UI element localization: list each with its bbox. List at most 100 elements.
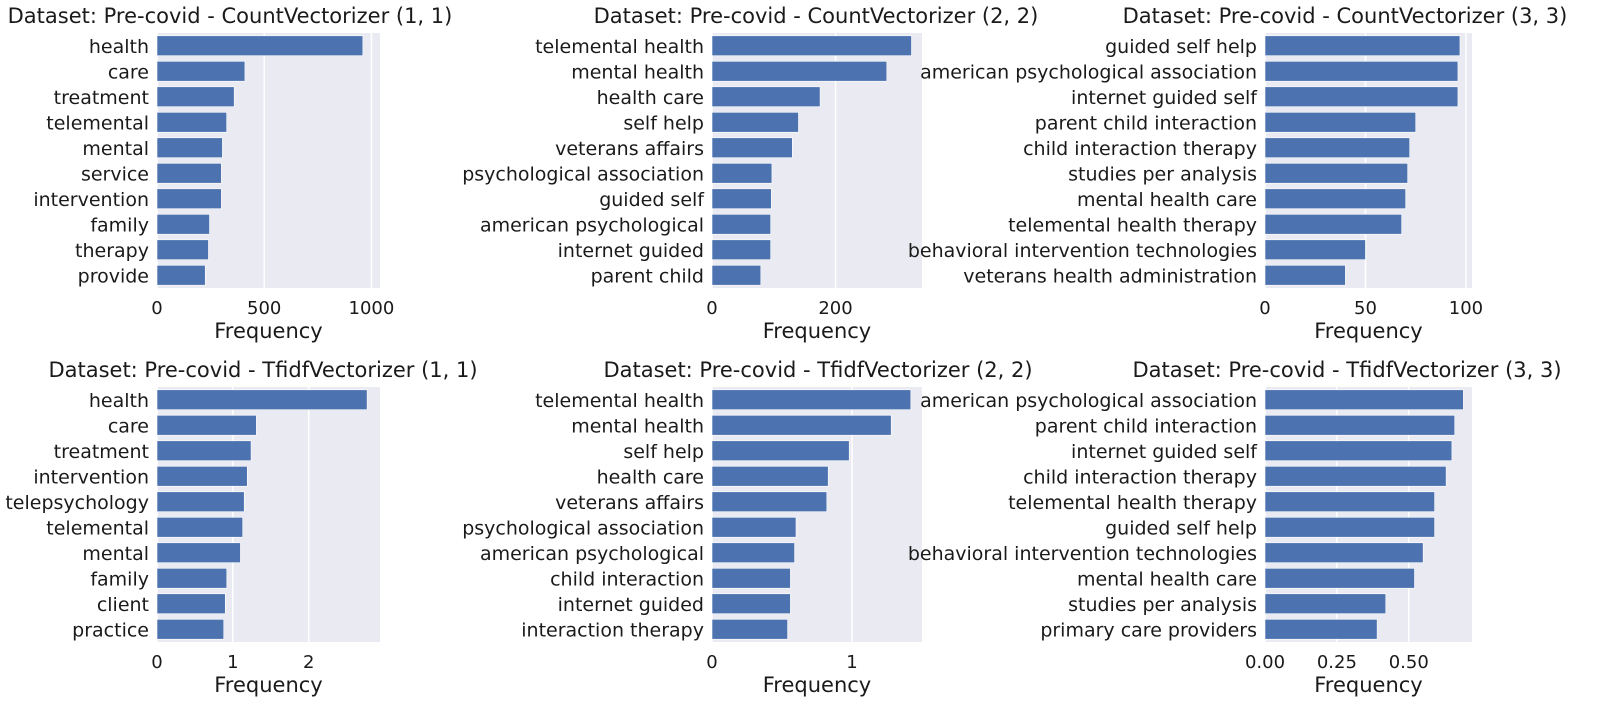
category-label: guided self help (1105, 36, 1257, 58)
chart-panel-4: Dataset: Pre-covid - TfidfVectorizer (1,… (5, 358, 477, 697)
chart-title: Dataset: Pre-covid - TfidfVectorizer (1,… (48, 358, 477, 382)
category-label: american psychological (480, 214, 704, 236)
bar (156, 265, 206, 286)
category-label: internet guided (558, 240, 704, 262)
bar (711, 517, 797, 538)
bar (156, 86, 235, 107)
bar (1264, 35, 1461, 56)
bar (156, 568, 228, 589)
bar (1264, 415, 1456, 436)
bar (156, 491, 245, 512)
category-label: self help (623, 441, 704, 463)
category-label: psychological association (462, 517, 704, 539)
bar (156, 214, 210, 235)
category-label: parent child interaction (1035, 415, 1257, 437)
category-label: intervention (33, 189, 149, 211)
chart-panel-6: Dataset: Pre-covid - TfidfVectorizer (3,… (908, 358, 1562, 697)
category-label: therapy (75, 240, 149, 262)
bar (156, 440, 252, 461)
category-label: guided self (599, 189, 705, 211)
bar (156, 112, 227, 133)
category-label: psychological association (462, 163, 704, 185)
bar (1264, 188, 1406, 209)
x-tick-label: 500 (247, 298, 281, 319)
bar (156, 35, 364, 56)
bar (156, 542, 241, 563)
x-tick-label: 0.25 (1317, 652, 1357, 673)
x-tick-label: 0.00 (1245, 652, 1285, 673)
bar (1264, 593, 1387, 614)
x-tick-label: 1000 (349, 298, 395, 319)
bar (156, 517, 244, 538)
category-label: veterans affairs (555, 138, 704, 160)
category-label: health care (597, 466, 704, 488)
category-label: telemental health (535, 390, 704, 412)
bar (711, 214, 771, 235)
category-label: mental (82, 138, 149, 160)
bar (156, 593, 226, 614)
bar (1264, 619, 1378, 640)
bar (156, 188, 222, 209)
category-label: health (89, 390, 149, 412)
bar (156, 415, 257, 436)
category-label: veterans affairs (555, 492, 704, 514)
x-axis-label: Frequency (763, 319, 872, 343)
bar (711, 112, 799, 133)
chart-title: Dataset: Pre-covid - TfidfVectorizer (2,… (603, 358, 1032, 382)
bar (156, 389, 368, 410)
bar (711, 568, 791, 589)
category-label: service (81, 163, 149, 185)
chart-panel-2: Dataset: Pre-covid - CountVectorizer (2,… (462, 4, 1038, 343)
x-axis-label: Frequency (1314, 319, 1423, 343)
category-label: studies per analysis (1068, 594, 1257, 616)
bar (711, 542, 795, 563)
category-label: provide (78, 265, 149, 287)
chart-title: Dataset: Pre-covid - CountVectorizer (3,… (1123, 4, 1568, 28)
bar (1264, 542, 1424, 563)
category-label: behavioral intervention technologies (908, 240, 1257, 262)
bar (711, 440, 850, 461)
x-axis-label: Frequency (763, 673, 872, 697)
bar (1264, 61, 1459, 82)
bar (1264, 163, 1408, 184)
chart-title: Dataset: Pre-covid - CountVectorizer (2,… (594, 4, 1039, 28)
x-tick-label: 0 (1259, 298, 1270, 319)
category-label: practice (72, 619, 149, 641)
category-label: studies per analysis (1068, 163, 1257, 185)
chart-title: Dataset: Pre-covid - TfidfVectorizer (3,… (1132, 358, 1561, 382)
category-label: telemental health therapy (1008, 214, 1257, 236)
category-label: telemental health (535, 36, 704, 58)
bar (711, 86, 821, 107)
x-tick-label: 2 (303, 652, 314, 673)
category-label: interaction therapy (521, 619, 704, 641)
category-label: guided self help (1105, 517, 1257, 539)
x-tick-label: 0 (706, 652, 717, 673)
bar (1264, 214, 1402, 235)
bar (711, 491, 828, 512)
category-label: family (90, 214, 149, 236)
category-label: treatment (54, 441, 149, 463)
bar (1264, 517, 1435, 538)
category-label: child interaction (550, 568, 704, 590)
bar (156, 619, 225, 640)
category-label: health care (597, 87, 704, 109)
x-tick-label: 1 (846, 652, 857, 673)
chart-panel-1: Dataset: Pre-covid - CountVectorizer (1,… (8, 4, 453, 343)
x-tick-label: 0 (706, 298, 717, 319)
x-tick-label: 1 (227, 652, 238, 673)
bar (711, 593, 791, 614)
x-tick-label: 0 (151, 298, 162, 319)
category-label: telepsychology (5, 492, 149, 514)
bar (156, 137, 223, 158)
category-label: mental (82, 543, 149, 565)
bar (711, 137, 793, 158)
x-tick-label: 50 (1354, 298, 1377, 319)
x-tick-label: 0.50 (1389, 652, 1429, 673)
bar (1264, 568, 1415, 589)
category-label: mental health care (1077, 568, 1257, 590)
category-label: veterans health administration (963, 265, 1257, 287)
bar (711, 619, 788, 640)
category-label: american psychological association (920, 390, 1257, 412)
bar (711, 466, 829, 487)
